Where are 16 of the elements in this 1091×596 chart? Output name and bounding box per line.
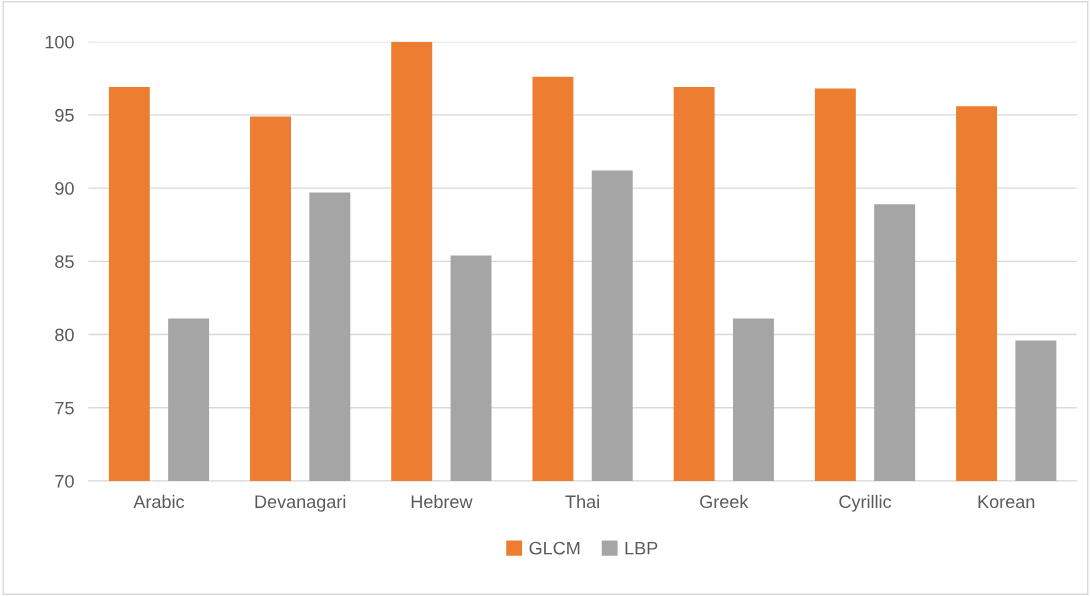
y-tick-label: 85 — [55, 255, 74, 269]
y-tick-label: 75 — [55, 401, 74, 415]
legend-label: GLCM — [529, 541, 580, 555]
x-tick-label: Arabic — [133, 494, 185, 509]
y-tick-label: 95 — [55, 108, 74, 122]
y-tick-label: 80 — [55, 328, 74, 342]
y-tick-label: 70 — [55, 474, 74, 488]
x-tick-label: Hebrew — [411, 494, 473, 509]
x-tick-label: Cyrillic — [839, 494, 892, 512]
x-tick-label: Korean — [978, 495, 1035, 509]
y-tick-label: 100 — [45, 35, 74, 49]
legend-label: LBP — [625, 541, 658, 555]
x-tick-label: Greek — [700, 494, 749, 509]
x-tick-label: Devanagari — [255, 494, 346, 512]
x-tick-label: Thai — [565, 494, 599, 509]
y-tick-label: 90 — [55, 182, 74, 195]
